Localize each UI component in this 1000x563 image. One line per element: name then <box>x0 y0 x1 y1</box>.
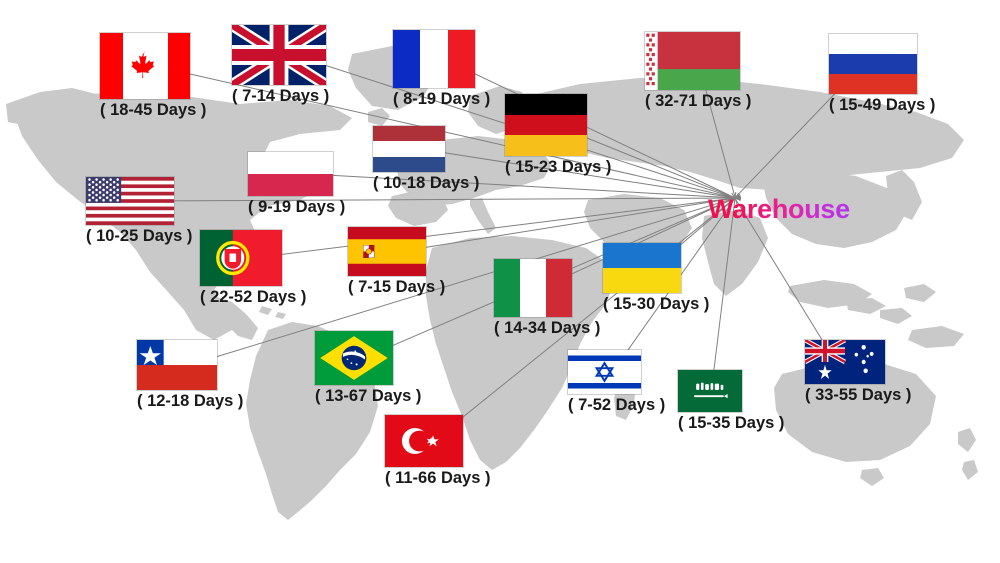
flag-es <box>348 227 426 276</box>
destination-saudi-arabia: ( 15-35 Days ) <box>678 370 785 432</box>
flag-us <box>86 177 174 225</box>
delivery-time-label: ( 15-49 Days ) <box>829 96 936 114</box>
flag-au <box>805 340 885 384</box>
flag-it <box>494 259 572 317</box>
flag-cl <box>137 340 217 390</box>
delivery-time-label: ( 22-52 Days ) <box>200 288 307 306</box>
flag-il <box>568 350 641 394</box>
destination-united-kingdom: ( 7-14 Days ) <box>232 25 330 105</box>
flag-br <box>315 331 393 385</box>
destination-germany: ( 15-23 Days ) <box>505 94 612 176</box>
flag-pl <box>248 152 333 196</box>
delivery-time-label: ( 11-66 Days ) <box>385 469 491 487</box>
delivery-time-label: ( 15-30 Days ) <box>603 295 710 313</box>
delivery-time-label: ( 15-35 Days ) <box>678 414 785 432</box>
delivery-time-label: ( 18-45 Days ) <box>100 101 207 119</box>
flag-ru <box>829 34 917 94</box>
destination-spain: ( 7-15 Days ) <box>348 227 446 296</box>
delivery-time-label: ( 10-25 Days ) <box>86 227 193 245</box>
delivery-time-label: ( 33-55 Days ) <box>805 386 912 404</box>
delivery-time-label: ( 12-18 Days ) <box>137 392 244 410</box>
delivery-time-label: ( 7-14 Days ) <box>232 87 330 105</box>
flag-de <box>505 94 587 156</box>
destination-united-states: ( 10-25 Days ) <box>86 177 193 245</box>
destination-brazil: ( 13-67 Days ) <box>315 331 422 405</box>
destination-belarus: ( 32-71 Days ) <box>645 32 752 110</box>
delivery-time-label: ( 32-71 Days ) <box>645 92 752 110</box>
flag-gb <box>232 25 326 85</box>
flag-sa <box>678 370 742 412</box>
flag-nl <box>373 126 445 172</box>
flag-pt <box>200 230 282 286</box>
destination-ukraine: ( 15-30 Days ) <box>603 243 710 313</box>
delivery-time-label: ( 7-52 Days ) <box>568 396 666 414</box>
delivery-time-label: ( 13-67 Days ) <box>315 387 422 405</box>
destination-turkey: ( 11-66 Days ) <box>385 415 491 487</box>
destination-poland: ( 9-19 Days ) <box>248 152 346 216</box>
destination-italy: ( 14-34 Days ) <box>494 259 601 337</box>
flag-ca <box>100 33 190 99</box>
flag-by <box>645 32 740 90</box>
delivery-time-label: ( 7-15 Days ) <box>348 278 446 296</box>
flag-tr <box>385 415 463 467</box>
warehouse-label: Warehouse <box>708 194 850 224</box>
destination-netherlands: ( 10-18 Days ) <box>373 126 480 192</box>
delivery-time-label: ( 9-19 Days ) <box>248 198 346 216</box>
flag-fr <box>393 30 475 88</box>
flag-ua <box>603 243 681 293</box>
delivery-time-label: ( 15-23 Days ) <box>505 158 612 176</box>
destination-australia: ( 33-55 Days ) <box>805 340 912 404</box>
destination-israel: ( 7-52 Days ) <box>568 350 666 414</box>
destination-russia: ( 15-49 Days ) <box>829 34 936 114</box>
delivery-time-label: ( 8-19 Days ) <box>393 90 491 108</box>
delivery-time-label: ( 10-18 Days ) <box>373 174 480 192</box>
delivery-time-label: ( 14-34 Days ) <box>494 319 601 337</box>
destination-chile: ( 12-18 Days ) <box>137 340 244 410</box>
destination-canada: ( 18-45 Days ) <box>100 33 207 119</box>
destination-france: ( 8-19 Days ) <box>393 30 491 108</box>
destination-portugal: ( 22-52 Days ) <box>200 230 307 306</box>
